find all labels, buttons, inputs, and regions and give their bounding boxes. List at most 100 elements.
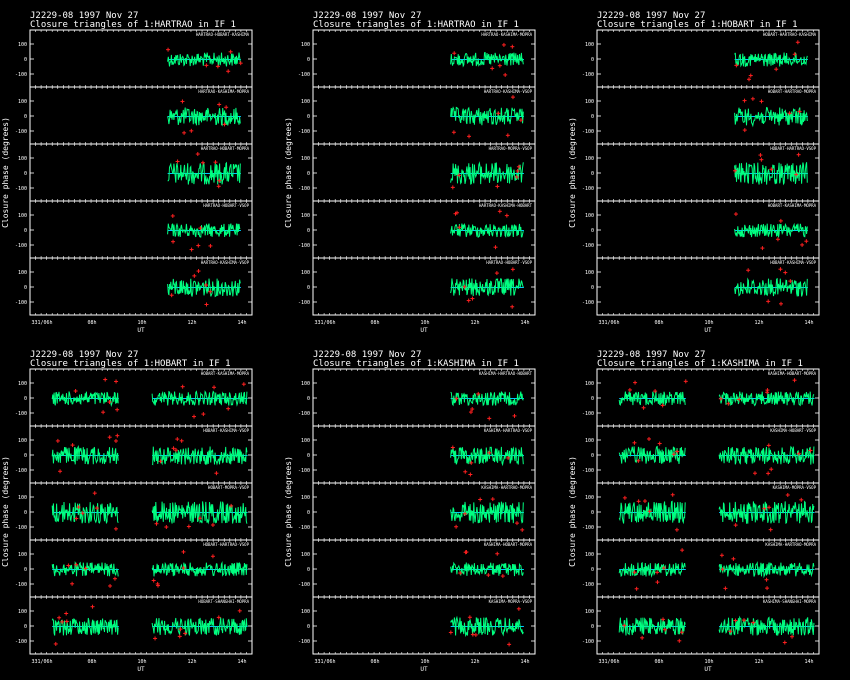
triangle-subplot: 100 0 -100 HOBART-KASHIMA-VSOP (582, 257, 820, 316)
triangle-subplot: 100 0 -100 HOBART-HARTRAO-MOPRA (582, 86, 820, 145)
triangle-subplot: 100 0 -100 HOBART-KASHIMA-MOPRA (582, 200, 820, 259)
y-tick-label: 100 (18, 495, 27, 501)
y-tick-label: 0 (591, 228, 594, 234)
x-tick-label: 14h (520, 320, 529, 326)
triangle-label: KASHIMA-HARTRAO-HOBART (479, 371, 533, 376)
triangle-label: HARTRAO-HOBART-MOPRA (201, 146, 250, 151)
closure-phase-points (51, 444, 119, 465)
triangle-subplot: 100 0 -100 HOBART-KASHIMA-VSOP (15, 425, 253, 484)
x-tick-label: 10h (137, 320, 146, 326)
x-tick-label: 08h (654, 320, 663, 326)
y-tick-label: -100 (582, 525, 594, 531)
y-tick-label: 0 (591, 114, 594, 120)
x-tick-label: 331/06h (314, 320, 335, 326)
y-tick-label: 100 (585, 99, 594, 105)
closure-phase-points (450, 161, 524, 185)
y-tick-label: 100 (585, 552, 594, 558)
y-tick-label: -100 (15, 525, 27, 531)
triangle-subplot: 100 0 -100 HARTRAO-HOBART-VSOP (15, 200, 253, 259)
closure-phase-points (734, 277, 808, 297)
chart-subtitle: Closure triangles of 1:HOBART in IF 1 (30, 359, 230, 369)
x-axis-label: UT (137, 666, 145, 673)
closure-phase-points (618, 500, 686, 525)
x-tick-label: 14h (520, 659, 529, 665)
triangle-subplot: 100 0 -100 KASHIMA-HARTRAO-VSOP (298, 425, 536, 484)
triangle-label: KASHIMA-HARTRAO-MOPRA (481, 485, 532, 490)
y-tick-label: 0 (591, 396, 594, 402)
y-axis-label: Closure phase (degrees) (1, 456, 10, 567)
y-tick-label: 0 (24, 228, 27, 234)
closure-phase-points (450, 222, 524, 239)
triangle-label: HARTRAO-KASHIMA-VSOP (484, 89, 533, 94)
y-tick-label: 0 (307, 453, 310, 459)
x-tick-label: 14h (237, 659, 246, 665)
triangle-label: KASHIMA-SHANGHAI-MOPRA (763, 599, 817, 604)
chart-title: J2229-08 1997 Nov 27 (313, 11, 421, 21)
triangle-subplot: 100 0 -100 KASHIMA-HOBART-MOPRA (298, 539, 536, 598)
triangle-label: HOBART-HARTRAO-VSOP (770, 146, 816, 151)
y-tick-label: -100 (298, 72, 310, 78)
y-tick-label: 100 (18, 609, 27, 615)
triangle-label: HARTRAO-KASHIMA-VSOP (201, 260, 250, 265)
triangle-label: HOBART-MOPRA-VSOP (208, 485, 250, 490)
x-axis-label: UT (704, 666, 712, 673)
y-tick-label: 100 (301, 42, 310, 48)
chart-title: J2229-08 1997 Nov 27 (30, 11, 138, 21)
y-tick-label: 0 (591, 567, 594, 573)
y-tick-label: 100 (301, 99, 310, 105)
y-tick-label: 100 (301, 552, 310, 558)
x-tick-label: 331/06h (31, 320, 52, 326)
triangle-subplot: 100 0 -100 KASHIMA-MOPRA-VSOP (582, 482, 820, 541)
closure-phase-points (151, 617, 248, 636)
closure-phase-points (151, 560, 248, 577)
y-tick-label: -100 (582, 243, 594, 249)
triangle-subplot: 100 0 -100 HOBART-MOPRA-VSOP (15, 482, 253, 541)
subplot-frame (312, 539, 536, 598)
triangle-label: KASHIMA-MOPRA-VSOP (773, 485, 817, 490)
y-tick-label: -100 (15, 468, 27, 474)
y-tick-label: 100 (585, 381, 594, 387)
closure-phase-points (151, 446, 248, 466)
triangle-subplot: 100 0 -100 HARTRAO-HOBART-VSOP (298, 257, 536, 316)
y-tick-label: -100 (15, 582, 27, 588)
closure-phase-points (734, 222, 808, 238)
closure-phase-points (618, 561, 686, 578)
closure-phase-points (167, 52, 241, 67)
chart-subtitle: Closure triangles of 1:KASHIMA in IF 1 (597, 359, 803, 369)
y-tick-label: 100 (301, 213, 310, 219)
x-tick-label: 10h (704, 320, 713, 326)
y-tick-label: 0 (307, 624, 310, 630)
triangle-label: HOBART-KASHIMA-MOPRA (768, 203, 817, 208)
y-tick-label: 0 (24, 285, 27, 291)
closure-phase-points (167, 161, 241, 185)
closure-phase-points (450, 501, 524, 524)
chart-title: J2229-08 1997 Nov 27 (313, 350, 421, 360)
y-tick-label: -100 (298, 300, 310, 306)
x-tick-label: 12h (754, 320, 763, 326)
triangle-label: HOBART-HARTRAO-VSOP (203, 542, 249, 547)
y-tick-label: -100 (15, 300, 27, 306)
y-tick-label: 0 (307, 285, 310, 291)
x-tick-label: 08h (370, 659, 379, 665)
y-tick-label: 0 (24, 114, 27, 120)
x-axis-label: UT (420, 327, 428, 334)
triangle-label: HARTRAO-MOPRA-VSOP (489, 146, 533, 151)
subplot-frame (312, 596, 536, 655)
closure-phase-points (618, 617, 686, 636)
y-tick-label: -100 (582, 411, 594, 417)
y-tick-label: 0 (24, 453, 27, 459)
closure-phase-points (450, 106, 524, 126)
triangle-subplot: 100 0 -100 KASHIMA-SHANGHAI-MOPRA (582, 596, 820, 655)
closure-phase-points (450, 446, 524, 467)
y-tick-label: -100 (582, 129, 594, 135)
y-tick-label: -100 (582, 72, 594, 78)
triangle-subplot: 100 0 -100 KASHIMA-HARTRAO-MOPRA (298, 482, 536, 541)
closure-phase-points (51, 501, 119, 525)
triangle-label: KASHIMA-HOBART-MOPRA (484, 542, 533, 547)
x-tick-label: 12h (470, 659, 479, 665)
closure-phase-points (618, 445, 686, 465)
triangle-subplot: 100 0 -100 KASHIMA-HARTRAO-MOPRA (582, 539, 820, 598)
y-tick-label: 0 (24, 396, 27, 402)
triangle-subplot: 100 0 -100 HARTRAO-KASHIMA-MOPRA (298, 29, 536, 88)
